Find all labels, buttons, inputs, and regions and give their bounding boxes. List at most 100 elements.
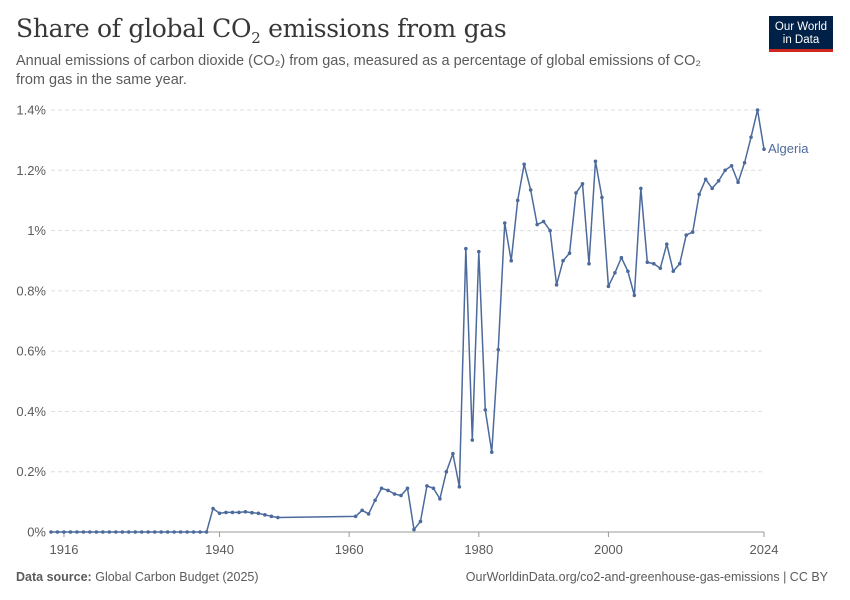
- data-point: [172, 530, 176, 534]
- data-point: [600, 195, 604, 200]
- data-point: [658, 266, 663, 271]
- x-tick-label: 2024: [750, 542, 779, 557]
- data-point: [75, 530, 79, 534]
- data-point: [710, 186, 714, 191]
- data-point: [548, 228, 552, 233]
- data-point: [211, 506, 215, 511]
- data-point: [425, 484, 429, 488]
- chart-subtitle: Annual emissions of carbon dioxide (CO₂)…: [16, 53, 702, 88]
- data-point: [146, 530, 151, 534]
- data-point: [626, 269, 630, 274]
- data-point: [723, 168, 727, 173]
- data-point: [762, 147, 766, 151]
- data-point: [470, 438, 475, 442]
- data-point: [230, 510, 235, 515]
- data-point: [632, 293, 637, 298]
- data-point: [716, 179, 721, 183]
- data-source: Data source: Global Carbon Budget (2025): [16, 570, 259, 584]
- data-point: [217, 511, 222, 516]
- data-point: [690, 230, 695, 234]
- data-point: [191, 530, 196, 534]
- data-point: [392, 492, 397, 496]
- data-point: [457, 484, 462, 489]
- data-point: [185, 530, 189, 534]
- data-point: [81, 530, 86, 534]
- data-point: [107, 530, 112, 534]
- data-point: [496, 347, 501, 352]
- data-point: [353, 514, 358, 519]
- data-point: [399, 493, 403, 498]
- data-point: [515, 198, 520, 203]
- series-label: Algeria: [768, 141, 809, 156]
- y-tick-label: 1%: [27, 223, 46, 238]
- data-point: [652, 261, 656, 266]
- data-point: [464, 246, 468, 251]
- series-line-algeria: [51, 109, 765, 533]
- data-point: [94, 530, 99, 534]
- data-point: [263, 513, 267, 517]
- data-point: [88, 530, 92, 534]
- data-point: [697, 192, 701, 197]
- data-point: [126, 530, 131, 534]
- data-point: [587, 261, 591, 266]
- data-point: [619, 255, 624, 260]
- data-point: [729, 163, 734, 168]
- data-point: [613, 270, 617, 275]
- data-point: [671, 269, 676, 274]
- data-point: [62, 530, 66, 534]
- data-point: [418, 519, 423, 524]
- data-point: [639, 186, 643, 191]
- y-tick-label: 0.6%: [16, 344, 46, 359]
- data-point: [502, 221, 507, 225]
- data-point: [509, 258, 514, 263]
- x-tick-label: 1980: [464, 542, 493, 557]
- y-tick-label: 0.8%: [16, 283, 46, 298]
- data-point: [360, 508, 364, 513]
- data-point: [204, 530, 209, 534]
- data-point: [256, 511, 261, 516]
- footer-link[interactable]: OurWorldinData.org/co2-and-greenhouse-ga…: [465, 570, 828, 584]
- data-point: [120, 530, 125, 534]
- data-point: [593, 159, 598, 164]
- data-point: [664, 242, 669, 246]
- data-point: [386, 488, 390, 493]
- data-point: [677, 261, 682, 266]
- source-label: Data source:: [16, 570, 92, 584]
- data-point: [749, 135, 753, 139]
- data-point: [645, 260, 650, 265]
- data-point: [736, 180, 740, 185]
- data-point: [114, 530, 118, 534]
- data-point: [431, 486, 436, 491]
- data-point: [152, 530, 157, 534]
- logo-line-1: Our World: [774, 20, 828, 33]
- data-point: [541, 219, 546, 224]
- data-point: [703, 177, 708, 182]
- data-point: [405, 486, 410, 491]
- data-point: [49, 530, 53, 534]
- data-point: [139, 530, 144, 534]
- data-point: [237, 510, 241, 515]
- data-point: [165, 530, 170, 534]
- data-point: [438, 497, 442, 501]
- data-point: [159, 530, 163, 534]
- data-point: [276, 515, 280, 520]
- y-tick-label: 0%: [27, 525, 46, 540]
- data-point: [567, 251, 572, 255]
- data-point: [477, 249, 481, 254]
- data-point: [574, 191, 578, 195]
- data-point: [243, 510, 248, 514]
- source-value[interactable]: Global Carbon Budget (2025): [95, 570, 259, 584]
- x-tick-label: 1916: [50, 542, 79, 557]
- owid-logo[interactable]: Our World in Data: [769, 16, 833, 52]
- data-point: [133, 530, 138, 534]
- y-tick-label: 1.4%: [16, 103, 46, 118]
- data-point: [250, 510, 254, 515]
- data-point: [444, 469, 449, 474]
- data-point: [554, 283, 559, 287]
- data-point: [451, 451, 455, 456]
- y-tick-label: 0.4%: [16, 404, 46, 419]
- y-tick-label: 0.2%: [16, 464, 46, 479]
- data-point: [101, 530, 105, 534]
- data-point: [373, 498, 377, 503]
- data-point: [178, 530, 183, 534]
